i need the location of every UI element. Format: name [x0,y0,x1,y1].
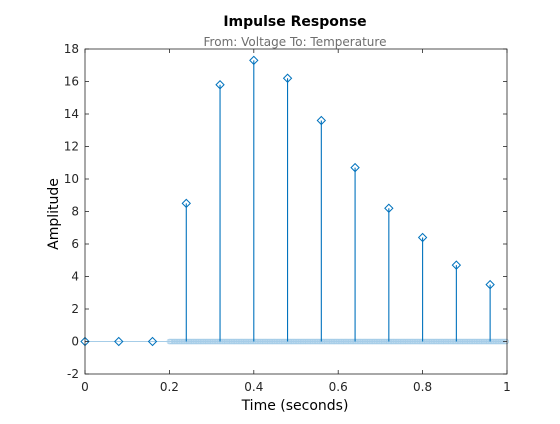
y-tick-label: 4 [71,270,79,284]
y-tick-label: 10 [64,172,79,186]
chart-subtitle: From: Voltage To: Temperature [204,35,387,49]
y-tick-label: 16 [64,75,79,89]
x-tick-label: 0.6 [329,380,348,394]
stem-marker [384,203,394,213]
x-axis-label: Time (seconds) [241,398,349,414]
stem-marker [215,80,225,90]
y-tick-label: 12 [64,140,79,154]
x-tick-label: 1 [503,380,511,394]
stem-marker [147,336,158,347]
chart-title: Impulse Response [223,14,366,30]
x-tick-label: 0.8 [413,380,432,394]
y-tick-label: -2 [67,367,79,381]
stem-marker [350,162,360,173]
stem-marker [181,198,191,209]
stem-marker [417,232,428,243]
stem-series [80,55,495,347]
y-tick-label: 18 [64,42,79,56]
y-tick-label: 6 [71,237,79,251]
plot-box [84,48,508,375]
stem-marker [451,260,462,270]
stem-marker [316,115,327,126]
x-tick-label: 0.2 [160,380,179,394]
axes [84,48,508,375]
stem-marker [249,55,259,66]
y-tick-label: 2 [71,302,79,316]
x-tick-label: 0.4 [244,380,263,394]
y-axis-label: Amplitude [46,178,62,250]
stem-marker [485,279,495,290]
stem-marker [114,336,124,347]
y-tick-label: 8 [71,205,79,219]
y-tick-label: 0 [71,335,79,349]
stem-marker [282,73,293,83]
dense-marker-band [85,338,509,345]
y-tick-label: 14 [64,107,79,121]
x-tick-label: 0 [81,380,89,394]
